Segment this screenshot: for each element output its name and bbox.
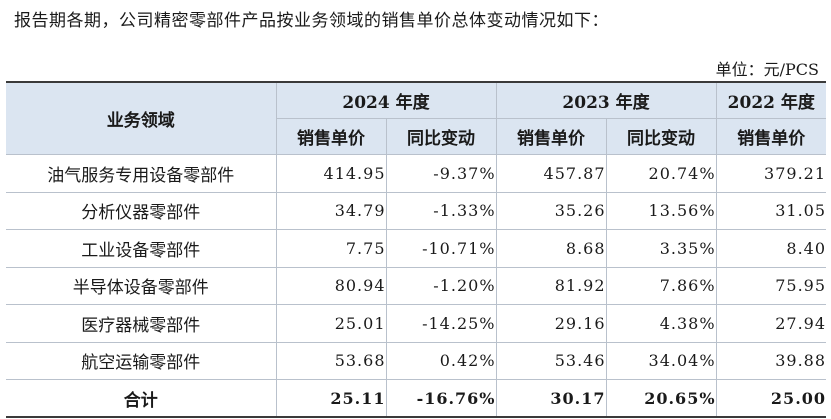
table-row: 工业设备零部件 7.75 -10.71% 8.68 3.35% 8.40	[6, 229, 827, 268]
price-header-2022: 销售单价	[715, 118, 827, 155]
year-header-2022: 2022 年度	[715, 81, 827, 119]
change-2024-cell: -9.37%	[385, 154, 497, 193]
change-2023-cell: 20.74%	[605, 154, 717, 193]
total-row: 合计 25.11 -16.76% 30.17 20.65% 25.00	[6, 379, 827, 418]
price-2022-cell: 8.40	[715, 229, 827, 268]
change-2023-cell: 3.35%	[605, 229, 717, 268]
price-header-2023: 销售单价	[495, 118, 607, 155]
price-2022-cell: 75.95	[715, 266, 827, 305]
change-header-2024: 同比变动	[385, 118, 497, 155]
change-2023-cell: 13.56%	[605, 191, 717, 230]
category-column-header: 业务领域	[6, 81, 277, 155]
table-row: 油气服务专用设备零部件 414.95 -9.37% 457.87 20.74% …	[6, 154, 827, 193]
row-category: 工业设备零部件	[6, 229, 277, 268]
price-2022-cell: 39.88	[715, 341, 827, 380]
price-2022-cell: 31.05	[715, 191, 827, 230]
total-price-2023-cell: 30.17	[495, 379, 607, 418]
price-2023-cell: 29.16	[495, 304, 607, 343]
total-change-2023-cell: 20.65%	[605, 379, 717, 418]
price-2023-cell: 35.26	[495, 191, 607, 230]
row-category: 油气服务专用设备零部件	[6, 154, 277, 193]
change-header-2023: 同比变动	[605, 118, 717, 155]
price-2024-cell: 25.01	[275, 304, 387, 343]
table-row: 医疗器械零部件 25.01 -14.25% 29.16 4.38% 27.94	[6, 304, 827, 343]
unit-label: 单位：元/PCS	[715, 60, 819, 79]
price-2024-cell: 53.68	[275, 341, 387, 380]
change-2024-cell: 0.42%	[385, 341, 497, 380]
price-2024-cell: 7.75	[275, 229, 387, 268]
table-row: 半导体设备零部件 80.94 -1.20% 81.92 7.86% 75.95	[6, 266, 827, 305]
change-2024-cell: -1.20%	[385, 266, 497, 305]
price-2023-cell: 8.68	[495, 229, 607, 268]
row-category: 半导体设备零部件	[6, 266, 277, 305]
change-2024-cell: -1.33%	[385, 191, 497, 230]
price-2024-cell: 80.94	[275, 266, 387, 305]
change-2023-cell: 4.38%	[605, 304, 717, 343]
row-category: 航空运输零部件	[6, 341, 277, 380]
table-row: 航空运输零部件 53.68 0.42% 53.46 34.04% 39.88	[6, 341, 827, 380]
intro-paragraph: 报告期各期，公司精密零部件产品按业务领域的销售单价总体变动情况如下：	[14, 11, 609, 31]
row-category: 医疗器械零部件	[6, 304, 277, 343]
year-header-2024: 2024 年度	[275, 81, 497, 119]
price-2024-cell: 414.95	[275, 154, 387, 193]
change-2024-cell: -10.71%	[385, 229, 497, 268]
row-category: 分析仪器零部件	[6, 191, 277, 230]
total-price-2024-cell: 25.11	[275, 379, 387, 418]
price-2022-cell: 379.21	[715, 154, 827, 193]
total-change-2024-cell: -16.76%	[385, 379, 497, 418]
price-header-2024: 销售单价	[276, 118, 387, 155]
change-2023-cell: 34.04%	[605, 341, 717, 380]
price-2023-cell: 53.46	[495, 341, 607, 380]
price-table: 业务领域 2024 年度 2023 年度 2022 年度 销售单价 同比变动 销…	[6, 81, 827, 418]
price-2023-cell: 81.92	[495, 266, 607, 305]
price-2023-cell: 457.87	[495, 154, 607, 193]
year-header-2023: 2023 年度	[495, 81, 717, 119]
price-2022-cell: 27.94	[715, 304, 827, 343]
table-row: 分析仪器零部件 34.79 -1.33% 35.26 13.56% 31.05	[6, 191, 827, 230]
total-label: 合计	[6, 379, 277, 418]
change-2024-cell: -14.25%	[385, 304, 497, 343]
total-price-2022-cell: 25.00	[715, 379, 827, 418]
price-2024-cell: 34.79	[275, 191, 387, 230]
change-2023-cell: 7.86%	[605, 266, 717, 305]
